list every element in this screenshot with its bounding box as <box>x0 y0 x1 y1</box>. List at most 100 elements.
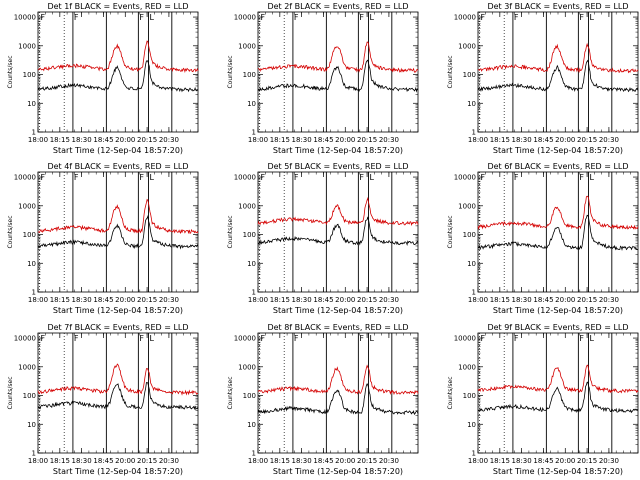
detector-panel: Det 3f BLACK = Events, RED = LLD Counts/s… <box>447 2 639 155</box>
y-axis-label: Counts/sec <box>447 55 454 88</box>
y-axis-label: Counts/sec <box>7 55 14 88</box>
x-tick-label: 18:15 <box>270 136 290 144</box>
y-tick-label: 10 <box>27 260 36 268</box>
y-tick-label: 10 <box>247 100 256 108</box>
flag-label: F <box>40 173 45 182</box>
flag-label: L <box>150 173 155 182</box>
x-tick-label: 20:15 <box>357 296 377 304</box>
flag-label: F <box>514 334 519 343</box>
x-tick-label: 20:30 <box>599 136 619 144</box>
plot-frame <box>257 171 419 293</box>
x-axis-label: Start Time (12-Sep-04 18:57:20) <box>273 146 403 155</box>
x-axis-label: Start Time (12-Sep-04 18:57:20) <box>493 467 623 476</box>
flag-label: F <box>260 173 265 182</box>
flag-label: F <box>74 173 79 182</box>
y-tick-label: 100 <box>23 392 36 400</box>
plot-frame <box>477 11 639 133</box>
x-tick-label: 18:30 <box>72 296 92 304</box>
events-series-line <box>257 59 419 93</box>
y-tick-label: 1000 <box>238 42 256 50</box>
x-tick-label: 20:30 <box>379 136 399 144</box>
x-tick-label: 18:15 <box>490 457 510 465</box>
plot-frame <box>477 171 639 293</box>
flag-label: F <box>40 13 45 22</box>
y-tick-label: 10 <box>467 260 476 268</box>
y-tick-label: 1 <box>32 129 36 137</box>
x-tick-label: 18:30 <box>292 296 312 304</box>
plot-frame <box>37 11 199 133</box>
y-tick-label: 1 <box>472 450 476 458</box>
x-axis-label: Start Time (12-Sep-04 18:57:20) <box>53 146 183 155</box>
x-tick-label: 18:45 <box>533 457 553 465</box>
x-tick-label: 20:00 <box>555 457 575 465</box>
x-tick-label: 18:00 <box>248 136 268 144</box>
y-tick-label: 100 <box>463 71 476 79</box>
x-tick-label: 20:15 <box>137 296 157 304</box>
x-tick-label: 18:00 <box>248 457 268 465</box>
detector-panel: Det 9f BLACK = Events, RED = LLD Counts/s… <box>447 323 639 476</box>
x-tick-label: 20:30 <box>379 296 399 304</box>
y-tick-label: 1 <box>472 289 476 297</box>
x-tick-label: 20:00 <box>335 296 355 304</box>
events-series-line <box>37 382 199 411</box>
flag-label: L <box>590 13 595 22</box>
x-tick-label: 18:30 <box>72 457 92 465</box>
y-tick-label: 1 <box>252 289 256 297</box>
x-tick-label: 18:45 <box>93 296 113 304</box>
x-axis-label: Start Time (12-Sep-04 18:57:20) <box>273 306 403 315</box>
y-axis-label: Counts/sec <box>7 215 14 248</box>
x-tick-label: 18:15 <box>50 457 70 465</box>
panel-title: Det 2f BLACK = Events, RED = LLD <box>267 2 408 11</box>
x-tick-label: 20:30 <box>159 136 179 144</box>
detector-panel: Det 5f BLACK = Events, RED = LLD Counts/s… <box>227 162 419 315</box>
y-axis-label: Counts/sec <box>227 376 234 409</box>
plot-frame <box>477 332 639 454</box>
x-tick-label: 20:00 <box>555 296 575 304</box>
flag-label: F <box>139 173 144 182</box>
y-tick-label: 100 <box>463 231 476 239</box>
y-tick-label: 1000 <box>458 202 476 210</box>
x-tick-label: 18:15 <box>50 296 70 304</box>
x-tick-label: 20:15 <box>577 457 597 465</box>
detector-panel: Det 4f BLACK = Events, RED = LLD Counts/s… <box>7 162 199 315</box>
flag-label: F <box>294 334 299 343</box>
x-tick-label: 20:30 <box>159 457 179 465</box>
x-tick-label: 18:00 <box>468 136 488 144</box>
x-tick-label: 18:15 <box>490 296 510 304</box>
y-tick-label: 1000 <box>458 363 476 371</box>
x-tick-label: 18:30 <box>292 457 312 465</box>
y-tick-label: 1 <box>252 450 256 458</box>
y-tick-label: 1000 <box>18 363 36 371</box>
events-series-line <box>257 383 419 416</box>
y-tick-label: 1 <box>472 129 476 137</box>
y-tick-label: 1000 <box>458 42 476 50</box>
x-axis-label: Start Time (12-Sep-04 18:57:20) <box>493 146 623 155</box>
x-tick-label: 20:15 <box>357 136 377 144</box>
x-tick-label: 18:30 <box>512 136 532 144</box>
x-tick-label: 18:15 <box>50 136 70 144</box>
panel-title: Det 8f BLACK = Events, RED = LLD <box>267 323 408 332</box>
x-tick-label: 18:00 <box>28 296 48 304</box>
y-axis-label: Counts/sec <box>227 215 234 248</box>
panel-title: Det 9f BLACK = Events, RED = LLD <box>487 323 628 332</box>
y-axis-label: Counts/sec <box>7 376 14 409</box>
x-tick-label: 18:30 <box>512 296 532 304</box>
x-tick-label: 20:30 <box>599 457 619 465</box>
flag-label: F <box>260 334 265 343</box>
x-axis-label: Start Time (12-Sep-04 18:57:20) <box>53 306 183 315</box>
flag-label: F <box>579 173 584 182</box>
events-series-line <box>477 214 639 252</box>
x-axis-label: Start Time (12-Sep-04 18:57:20) <box>273 467 403 476</box>
x-tick-label: 18:45 <box>93 136 113 144</box>
events-series-line <box>37 215 199 250</box>
lld-series-line <box>477 42 639 74</box>
y-tick-label: 100 <box>243 392 256 400</box>
y-tick-label: 100 <box>23 231 36 239</box>
x-tick-label: 18:30 <box>512 457 532 465</box>
x-tick-label: 20:00 <box>115 457 135 465</box>
y-axis-label: Counts/sec <box>447 376 454 409</box>
x-tick-label: 20:30 <box>599 296 619 304</box>
x-tick-label: 20:15 <box>577 136 597 144</box>
events-series-line <box>37 60 199 93</box>
